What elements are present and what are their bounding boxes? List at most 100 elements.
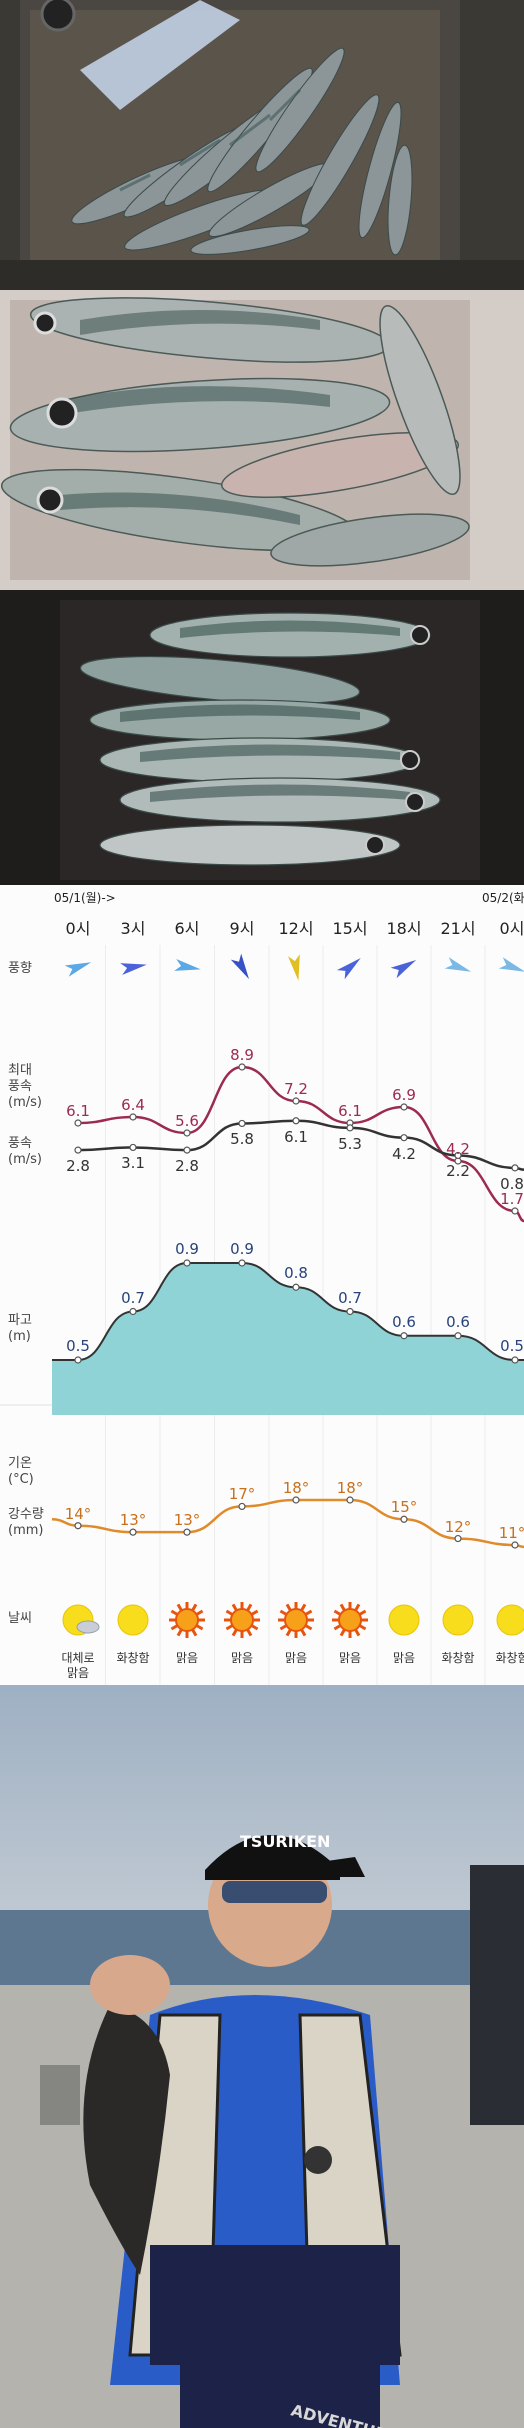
weather-condition-label: 화창함 bbox=[116, 1651, 150, 1665]
sun-icon bbox=[388, 1604, 420, 1636]
hour-label: 0시 bbox=[499, 919, 524, 938]
temperature-point bbox=[292, 1496, 300, 1504]
sun-icon bbox=[496, 1604, 524, 1636]
max-wind-line bbox=[77, 1065, 524, 1223]
photo-mackerel-closeup bbox=[0, 290, 524, 590]
temperature-point bbox=[400, 1515, 408, 1523]
max-wind-point bbox=[238, 1063, 246, 1071]
max-wind-point bbox=[400, 1103, 408, 1111]
wind-speed-value: 0.8 bbox=[500, 1174, 524, 1193]
wave-height-line bbox=[51, 1262, 524, 1361]
wave-height-value: 0.5 bbox=[66, 1337, 90, 1355]
wave-height-label: 파고 (m) bbox=[8, 1313, 32, 1344]
wind-speed-point bbox=[183, 1146, 191, 1154]
temperature-point bbox=[454, 1534, 462, 1543]
max-wind-value: 5.6 bbox=[175, 1112, 199, 1130]
hour-label: 21시 bbox=[440, 919, 476, 938]
wind-speed-point bbox=[511, 1164, 519, 1172]
max-wind-point bbox=[129, 1113, 137, 1121]
date-start-label: 05/1(월)-> bbox=[54, 891, 116, 905]
temperature-point bbox=[74, 1522, 82, 1530]
hour-label: 18시 bbox=[386, 919, 422, 938]
wind-speed-point bbox=[292, 1117, 300, 1125]
hour-label: 0시 bbox=[65, 919, 91, 938]
max-wind-point bbox=[292, 1097, 300, 1105]
precipitation-label: 강수량 (mm) bbox=[8, 1507, 44, 1538]
wave-height-point bbox=[238, 1259, 246, 1267]
weather-condition-label: 화창함 bbox=[441, 1651, 475, 1665]
weather-label: 날씨 bbox=[8, 1611, 32, 1626]
wave-height-point bbox=[454, 1332, 462, 1340]
wave-height-value: 0.9 bbox=[230, 1240, 254, 1258]
wind-arrow-icon bbox=[120, 963, 147, 975]
temperature-point bbox=[346, 1496, 354, 1504]
wind-arrow-icon bbox=[336, 958, 361, 980]
max-wind-value: 7.2 bbox=[284, 1080, 308, 1098]
hour-label: 9시 bbox=[229, 919, 255, 938]
wind-direction-label: 풍향 bbox=[8, 961, 32, 976]
wave-height-point bbox=[74, 1356, 82, 1364]
weather-condition-label: 대체로 맑음 bbox=[61, 1651, 95, 1680]
forecast-chart bbox=[0, 945, 524, 1685]
sun-icon bbox=[117, 1604, 149, 1636]
sun-rays-icon bbox=[169, 1602, 205, 1638]
sun-rays-icon bbox=[224, 1602, 260, 1638]
wave-height-point bbox=[292, 1283, 300, 1291]
temperature-point bbox=[511, 1541, 519, 1549]
temperature-value: 15° bbox=[390, 1498, 418, 1517]
temperature-value: 13° bbox=[173, 1511, 201, 1530]
temperature-point bbox=[129, 1528, 137, 1536]
temperature-label: 기온 (°C) bbox=[8, 1456, 34, 1487]
wind-arrow-icon bbox=[390, 960, 417, 979]
wave-height-area bbox=[52, 1263, 524, 1415]
wave-height-point bbox=[346, 1307, 354, 1316]
temperature-point bbox=[238, 1502, 246, 1511]
max-wind-value: 4.2 bbox=[446, 1140, 470, 1158]
temperature-point bbox=[183, 1528, 191, 1536]
temperature-value: 18° bbox=[336, 1479, 364, 1497]
date-next-label: 05/2(화 bbox=[482, 891, 524, 905]
wind-speed-value: 4.2 bbox=[392, 1144, 416, 1163]
temperature-value: 12° bbox=[444, 1517, 472, 1536]
hour-label: 3시 bbox=[120, 919, 146, 938]
wind-arrow-icon bbox=[498, 957, 524, 972]
temperature-value: 14° bbox=[64, 1504, 92, 1523]
temperature-value: 11° bbox=[498, 1524, 524, 1542]
hour-label: 15시 bbox=[332, 919, 368, 938]
marine-forecast-panel: 05/1(월)-> 05/2(화 0시 3시 6시 9시 12시 15시 18시 21시 0시 … bbox=[0, 885, 524, 1685]
wave-height-value: 0.5 bbox=[500, 1337, 524, 1355]
wind-speed-value: 2.8 bbox=[175, 1157, 199, 1176]
max-wind-value: 6.1 bbox=[66, 1102, 90, 1120]
wind-arrow-icon bbox=[64, 962, 92, 977]
temperature-value: 13° bbox=[119, 1511, 147, 1530]
wave-height-value: 0.6 bbox=[392, 1312, 416, 1331]
max-wind-value: 6.9 bbox=[392, 1086, 416, 1104]
max-wind-point bbox=[183, 1129, 191, 1137]
max-wind-value: 6.1 bbox=[338, 1102, 362, 1120]
wave-height-value: 0.9 bbox=[175, 1240, 199, 1258]
wind-speed-point bbox=[129, 1143, 137, 1152]
wind-arrow-icon bbox=[174, 959, 201, 971]
weather-condition-label: 맑음 bbox=[175, 1651, 199, 1665]
photo-boy-with-rockfish: TSURIKEN ADVENTURE bbox=[0, 1685, 524, 2428]
hour-label: 6시 bbox=[174, 919, 200, 938]
wave-height-point bbox=[511, 1356, 519, 1364]
wind-speed-point bbox=[400, 1134, 408, 1142]
wind-speed-value: 6.1 bbox=[284, 1127, 308, 1146]
wind-speed-label: 풍속 (m/s) bbox=[8, 1136, 42, 1167]
photo-mackerel-crate bbox=[0, 0, 524, 290]
max-wind-point bbox=[511, 1207, 519, 1215]
weather-condition-label: 맑음 bbox=[392, 1651, 416, 1665]
wind-speed-point bbox=[238, 1119, 246, 1128]
hour-label: 12시 bbox=[278, 919, 314, 938]
wind-speed-value: 2.2 bbox=[446, 1162, 470, 1181]
wave-height-point bbox=[400, 1332, 408, 1340]
partly-cloudy-icon bbox=[62, 1604, 100, 1636]
wave-height-value: 0.7 bbox=[121, 1288, 145, 1307]
weather-condition-label: 맑음 bbox=[230, 1651, 254, 1665]
wind-arrow-icon bbox=[444, 957, 472, 972]
weather-condition-label: 맑음 bbox=[338, 1651, 362, 1665]
wave-height-point bbox=[183, 1259, 191, 1267]
wind-speed-point bbox=[346, 1124, 354, 1132]
sun-rays-icon bbox=[332, 1602, 368, 1638]
